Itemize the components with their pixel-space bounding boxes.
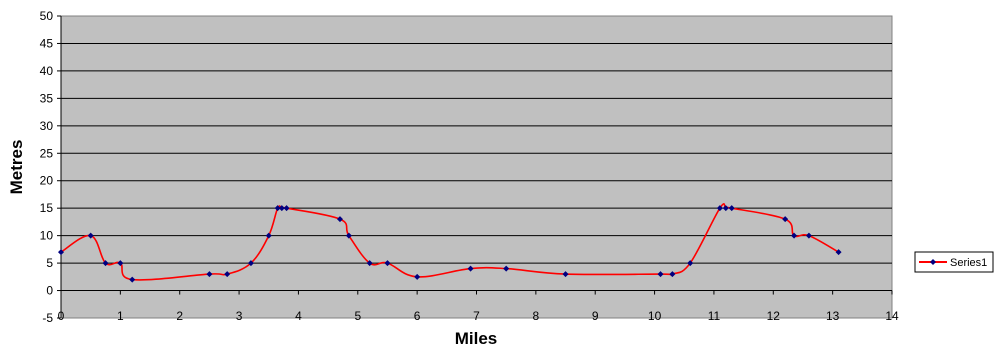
y-tick-label: 10 [40,229,54,243]
data-point [414,273,421,280]
data-point [87,232,94,239]
data-point [791,232,798,239]
x-tick-label: 1 [117,309,124,323]
y-tick-label: 5 [46,256,53,270]
data-point [366,260,373,267]
data-point [467,265,474,272]
x-axis-title: Miles [455,329,498,348]
plot-area [60,15,893,319]
x-tick-label: 13 [826,309,840,323]
y-tick-label: 20 [40,174,54,188]
series-layer [58,203,842,283]
data-point [345,232,352,239]
y-tick-label: 40 [40,64,54,78]
data-point [265,232,272,239]
x-tick-label: 9 [592,309,599,323]
data-point [224,271,231,278]
y-tick-label: 35 [40,91,54,105]
data-point [722,205,729,212]
data-point [503,265,510,272]
data-point [247,260,254,267]
data-point [728,205,735,212]
data-point [58,249,64,256]
data-point [336,216,343,223]
data-point [278,205,285,212]
data-point [657,271,664,278]
x-tick-label: 8 [533,309,540,323]
x-tick-label: 10 [648,309,662,323]
legend-marker [930,259,936,265]
y-tick-label: 30 [40,119,54,133]
data-point [384,260,391,267]
y-tick-label: 25 [40,146,54,160]
y-tick-label: 0 [46,284,53,298]
x-tick-label: 11 [708,309,721,323]
y-tick-label: -5 [42,311,53,325]
y-axis-title: Metres [7,140,26,195]
x-tick-label: 14 [885,309,899,323]
data-point [716,205,723,212]
legend-box [914,251,994,273]
data-point [805,232,812,239]
data-point [206,271,213,278]
legend: Series1 [914,251,994,273]
x-tick-label: 2 [176,309,183,323]
x-tick-label: 5 [354,309,361,323]
x-tick-label: 0 [58,309,65,323]
y-tick-label: 50 [40,9,54,23]
data-point [669,271,676,278]
data-point [117,260,124,267]
x-tick-label: 3 [236,309,243,323]
data-point [102,260,109,267]
data-point [835,249,842,256]
legend-label: Series1 [950,257,987,269]
x-tick-label: 12 [767,309,781,323]
data-point [562,271,569,278]
y-tick-label: 45 [40,36,54,50]
data-point [687,260,694,267]
data-point [782,216,789,223]
x-tick-label: 4 [295,309,302,323]
x-tick-label: 6 [414,309,421,323]
x-tick-label: 7 [473,309,480,323]
data-point [129,276,136,283]
x-axis: 0 1 2 3 4 5 6 7 8 9 10 11 12 13 14 [58,290,899,323]
data-point [283,205,290,212]
data-point [274,205,281,212]
y-tick-label: 15 [40,201,54,215]
